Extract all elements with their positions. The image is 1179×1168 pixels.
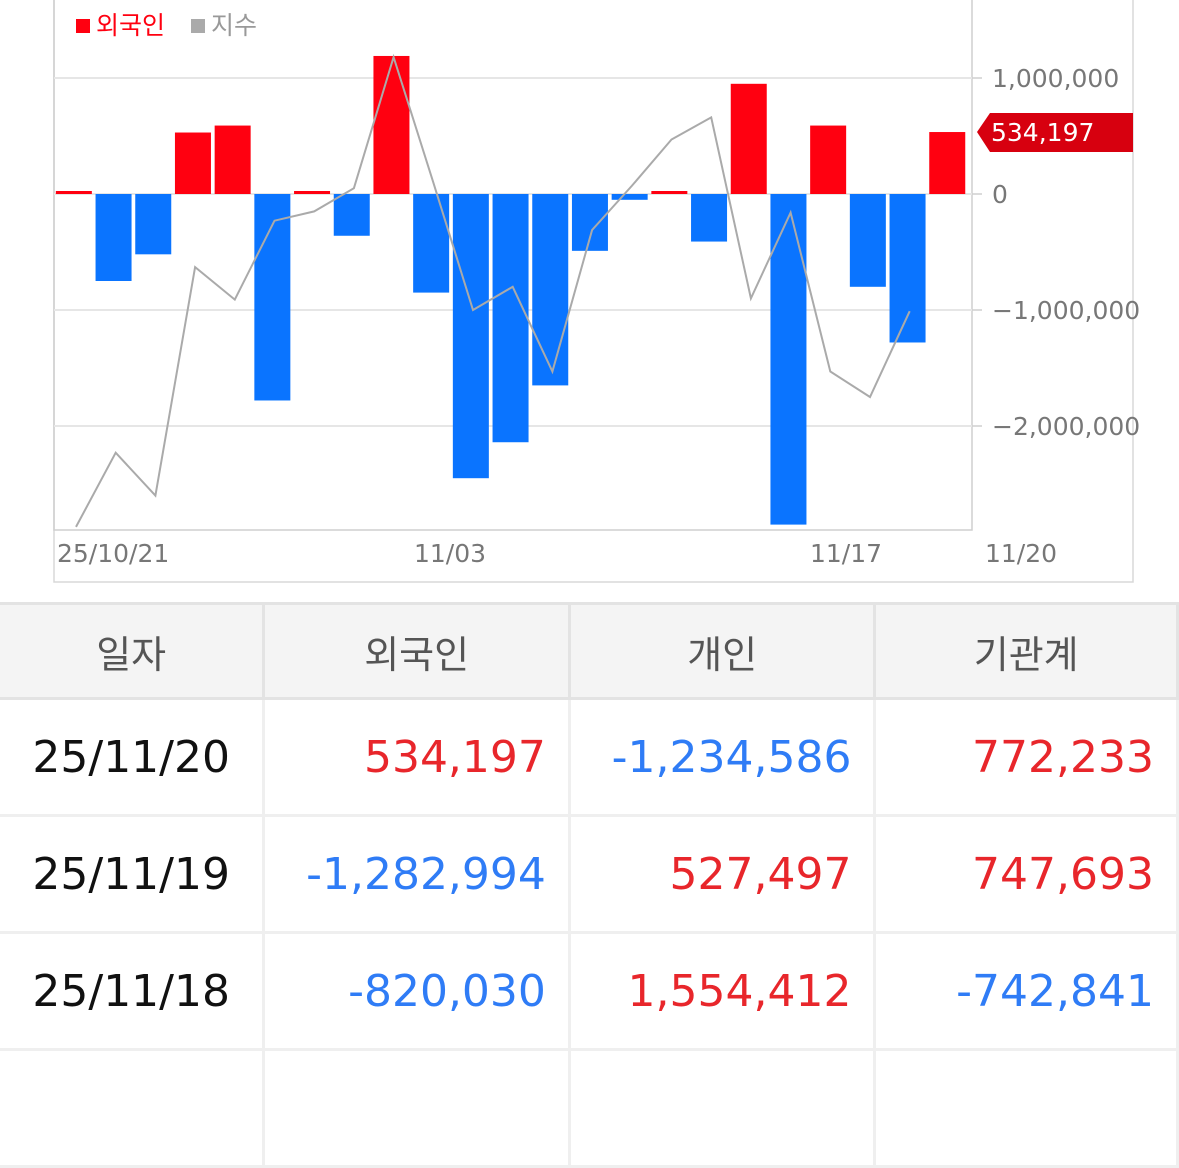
foreign-bar — [849, 194, 886, 287]
legend-foreign-label: 외국인 — [96, 11, 165, 40]
table-row[interactable]: 25/11/20 534,197 -1,234,586 772,233 — [0, 698, 1179, 817]
last-value-flag: 534,197 — [977, 113, 1133, 152]
x-tick-label: 11/03 — [414, 539, 486, 568]
foreign-bar — [413, 194, 450, 293]
foreign-bar — [691, 194, 728, 242]
row-foreign: -1,282,994 — [263, 815, 571, 934]
header-date[interactable]: 일자 — [0, 602, 266, 700]
axis-labels: 1,000,000 0 −1,000,000 −2,000,000 25/10/21 11… — [57, 64, 1140, 568]
foreign-bar — [373, 55, 410, 195]
x-tick-label: 25/10/21 — [57, 539, 169, 568]
row-individual: 1,554,412 — [569, 932, 877, 1051]
foreign-bar — [135, 194, 172, 255]
table-row[interactable] — [0, 1049, 1179, 1168]
row-date: 25/11/19 — [0, 815, 266, 934]
y-tick-label: 1,000,000 — [992, 64, 1119, 93]
row-date: 25/11/18 — [0, 932, 266, 1051]
row-date: 25/11/20 — [0, 698, 266, 817]
index-line-group — [75, 53, 911, 528]
legend-foreign-swatch — [76, 19, 90, 33]
row-foreign: 534,197 — [263, 698, 571, 817]
table-row[interactable]: 25/11/19 -1,282,994 527,497 747,693 — [0, 815, 1179, 934]
header-individual[interactable]: 개인 — [569, 602, 877, 700]
foreign-bar — [810, 125, 847, 194]
chart-border — [53, 0, 1134, 583]
row-date-partial — [0, 1049, 266, 1168]
foreign-bar — [492, 194, 529, 443]
foreign-bar — [55, 191, 92, 194]
foreign-bar — [95, 194, 132, 281]
investor-table: 일자 외국인 개인 기관계 25/11/20 534,197 -1,234,58… — [0, 602, 1179, 1168]
foreign-bar — [333, 194, 370, 236]
table-header-row: 일자 외국인 개인 기관계 — [0, 602, 1179, 700]
row-foreign: -820,030 — [263, 932, 571, 1051]
row-institution: 772,233 — [874, 698, 1179, 817]
foreign-bar — [889, 194, 926, 343]
header-foreign[interactable]: 외국인 — [263, 602, 571, 700]
last-value-flag-shape — [977, 113, 1133, 152]
header-institution[interactable]: 기관계 — [874, 602, 1179, 700]
foreign-bar — [294, 191, 331, 194]
legend: 외국인 지수 — [76, 11, 257, 40]
foreign-bar — [174, 132, 211, 194]
legend-index-label: 지수 — [211, 11, 257, 40]
foreign-bar — [730, 83, 767, 194]
investor-chart: 1,000,000 0 −1,000,000 −2,000,000 25/10/21 11… — [53, 0, 1140, 583]
index-line — [75, 53, 911, 528]
foreign-bar — [651, 191, 688, 194]
x-tick-label: 11/20 — [985, 539, 1057, 568]
row-foreign-partial — [263, 1049, 571, 1168]
row-individual: 527,497 — [569, 815, 877, 934]
row-individual: -1,234,586 — [569, 698, 877, 817]
x-tick-label: 11/17 — [810, 539, 882, 568]
table-row[interactable]: 25/11/18 -820,030 1,554,412 -742,841 — [0, 932, 1179, 1051]
last-value-label: 534,197 — [991, 118, 1094, 147]
foreign-bar — [254, 194, 291, 401]
row-institution: 747,693 — [874, 815, 1179, 934]
row-institution: -742,841 — [874, 932, 1179, 1051]
foreign-bar — [929, 132, 966, 194]
foreign-bar — [532, 194, 569, 386]
foreign-bar — [452, 194, 489, 479]
foreign-bar — [571, 194, 608, 251]
legend-index-swatch — [191, 19, 205, 33]
plot-area-border — [53, 0, 973, 531]
row-institution-partial — [874, 1049, 1179, 1168]
chart-canvas: 1,000,000 0 −1,000,000 −2,000,000 25/10/21 11… — [53, 0, 1140, 583]
y-tick-label: −1,000,000 — [992, 296, 1140, 325]
row-individual-partial — [569, 1049, 877, 1168]
foreign-bar — [214, 125, 251, 194]
y-tick-label: 0 — [992, 180, 1008, 209]
foreign-bar — [611, 194, 648, 200]
y-tick-label: −2,000,000 — [992, 412, 1140, 441]
foreign-bars — [55, 55, 966, 525]
